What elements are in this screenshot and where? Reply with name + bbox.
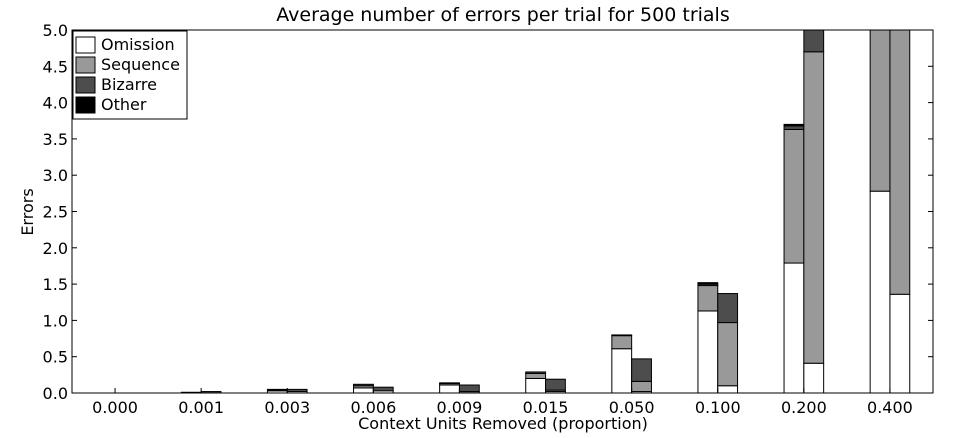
legend-label-sequence: Sequence: [101, 55, 180, 74]
bar-segment-other-right: [804, 16, 824, 17]
bar-segment-omission-left: [439, 384, 460, 393]
y-tick-label: 0.0: [43, 384, 68, 403]
legend-swatch-sequence: [75, 56, 96, 74]
bar-segment-bizarre-right: [458, 384, 480, 393]
y-tick-label: 2.0: [43, 239, 68, 258]
bar-segment-omission-left: [697, 310, 719, 393]
bar-segment-bizarre-left: [266, 388, 288, 391]
x-tick-label: 0.001: [178, 398, 224, 417]
bars-layer: [180, 0, 911, 393]
x-axis: 0.000 0.001 0.003 0.006 0.009 0.015 0.050 0.100…: [92, 388, 913, 417]
bar-segment-sequence-right: [717, 322, 739, 387]
y-tick-label: 1.0: [43, 311, 68, 330]
bar-segment-sequence-right: [803, 51, 825, 364]
bar-segment-omission-left: [525, 377, 547, 393]
x-axis-title: Context Units Removed (proportion): [358, 414, 648, 433]
y-tick-label: 2.5: [43, 203, 68, 222]
x-tick-label: 0.200: [781, 398, 827, 417]
bar-segment-bizarre-left: [611, 334, 633, 337]
bar-segment-omission-left: [869, 190, 891, 393]
y-tick-label: 4.0: [43, 94, 68, 113]
bar-segment-bizarre-left: [353, 383, 374, 387]
bar-segment-omission-right: [803, 362, 825, 393]
bar-segment-sequence-right: [889, 30, 911, 295]
y-axis: 0.0 0.5 1.0 1.5 2.0 2.5 3.0 3.5 4.0 4.5 5.0: [43, 21, 933, 403]
bar-segment-other-left: [697, 282, 719, 285]
bar-segment-bizarre-left: [783, 125, 805, 130]
x-tick-label: 0.000: [92, 398, 138, 417]
bar-segment-sequence-right: [631, 380, 652, 393]
y-tick-label: 0.5: [43, 348, 68, 367]
y-tick-label: 3.5: [43, 130, 68, 149]
bar-segment-bizarre-right: [286, 388, 308, 393]
x-tick-label: 0.006: [350, 398, 396, 417]
chart-title: Average number of errors per trial for 5…: [276, 4, 729, 26]
bar-segment-sequence-left: [697, 285, 719, 312]
x-tick-label: 0.050: [609, 398, 655, 417]
bar-segment-bizarre-left: [525, 371, 547, 374]
y-axis-title: Errors: [18, 188, 37, 235]
legend-label-other: Other: [101, 95, 147, 114]
y-tick-label: 5.0: [43, 21, 68, 40]
y-tick-label: 1.5: [43, 275, 68, 294]
legend-swatch-other: [75, 96, 96, 114]
legend-swatch-omission: [75, 36, 96, 54]
bar-segment-sequence-left: [611, 335, 633, 350]
legend-label-omission: Omission: [101, 35, 175, 54]
legend-swatch-bizarre: [75, 76, 96, 94]
y-tick-label: 4.5: [43, 57, 68, 76]
bar-segment-other-left: [783, 123, 805, 127]
bar-segment-omission-right: [889, 293, 911, 393]
x-tick-label: 0.009: [437, 398, 483, 417]
x-tick-label: 0.100: [695, 398, 741, 417]
bar-segment-omission-left: [783, 262, 805, 393]
bar-segment-sequence-left: [783, 128, 805, 264]
legend-label-bizarre: Bizarre: [101, 75, 157, 94]
bar-segment-bizarre-left: [439, 382, 460, 385]
bar-segment-sequence-left: [525, 372, 547, 379]
x-tick-label: 0.400: [867, 398, 913, 417]
bar-segment-bizarre-right: [717, 293, 739, 324]
bar-segment-bizarre-right: [631, 358, 652, 382]
bar-segment-omission-left: [611, 348, 633, 393]
bar-segment-omission-left: [353, 387, 374, 393]
bar-segment-bizarre-right: [545, 378, 566, 391]
bar-segment-omission-right: [717, 385, 739, 393]
bar-segment-bizarre-right: [890, 0, 910, 26]
bar-segment-sequence-left: [869, 30, 891, 192]
bar-segment-bizarre-right: [372, 386, 394, 392]
y-tick-label: 3.0: [43, 166, 68, 185]
x-tick-label: 0.015: [523, 398, 569, 417]
bar-segment-bizarre-left: [870, 0, 890, 17]
bar-segment-bizarre-right: [803, 30, 825, 53]
x-tick-label: 0.003: [264, 398, 310, 417]
